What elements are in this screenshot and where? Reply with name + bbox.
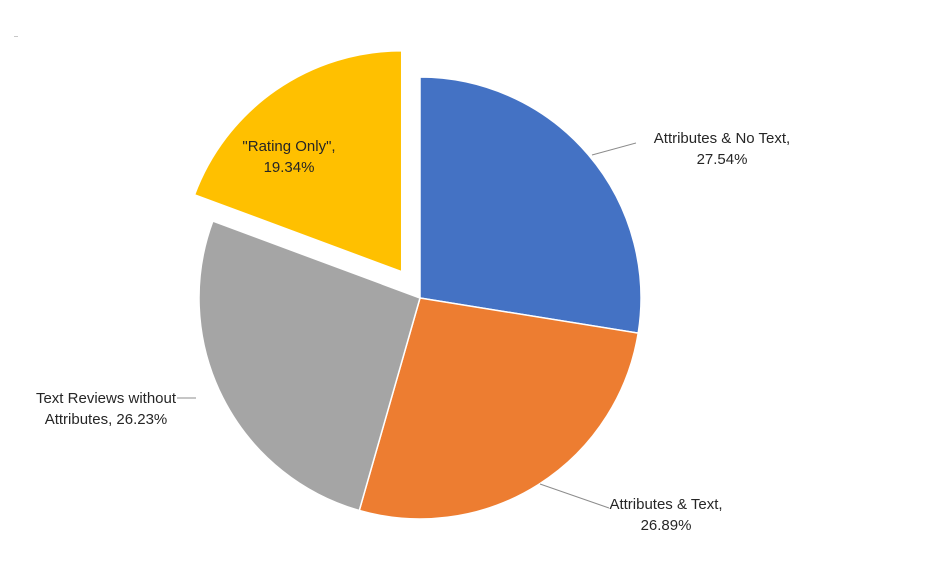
data-label-line: Attributes, 26.23% xyxy=(45,411,168,428)
data-label-line: 27.54% xyxy=(697,151,748,168)
data-label-attributes-text: Attributes & Text, 26.89% xyxy=(609,496,722,534)
pie-slice-rating-only xyxy=(193,49,403,273)
data-label-text-reviews-without-attributes: Text Reviews without Attributes, 26.23% xyxy=(36,390,177,428)
data-label-line: "Rating Only", xyxy=(242,138,335,155)
data-label-rating-only: "Rating Only", 19.34% xyxy=(242,138,335,176)
data-label-line: Attributes & No Text, xyxy=(654,130,790,147)
data-label-attributes-no-text: Attributes & No Text, 27.54% xyxy=(654,130,790,168)
corner-mark xyxy=(14,36,18,37)
leader-line-attributes-no-text xyxy=(591,142,637,156)
pie-slice-attributes-text xyxy=(358,297,640,520)
leader-line-attributes-text xyxy=(539,483,610,509)
data-label-line: 19.34% xyxy=(264,159,315,176)
data-label-line: Attributes & Text, xyxy=(609,496,722,513)
pie-slice-text-reviews-without-attributes xyxy=(198,220,421,512)
data-label-line: Text Reviews without xyxy=(36,390,177,407)
data-label-line: 26.89% xyxy=(641,517,692,534)
pie-slice-attributes-no-text xyxy=(419,76,642,334)
